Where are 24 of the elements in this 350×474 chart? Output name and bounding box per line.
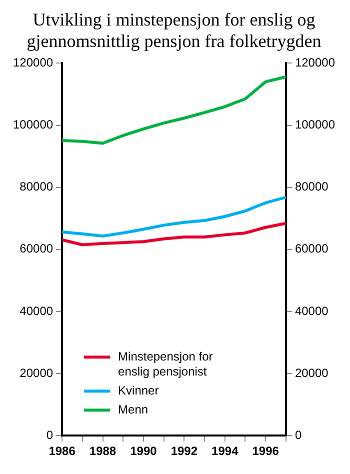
legend-label: Kvinner [118,383,159,398]
y2-tick-label: 100000 [294,118,336,132]
y2-tick-label: 80000 [294,180,329,194]
x-tick-label: 1986 [48,444,76,458]
y-tick-label: 60000 [20,242,54,256]
y2-tick-label: 40000 [294,304,329,318]
chart-title: Utvikling i minstepensjon for enslig og gjennomsnittlig pensjon fra folketrygden [26,10,322,52]
y-tick-label: 0 [46,428,54,442]
legend-label: Menn [118,402,148,416]
y-tick-label: 20000 [20,366,54,380]
y2-tick-label: 0 [294,428,302,442]
x-tick-label: 1990 [130,444,158,458]
y-tick-label: 80000 [20,180,54,194]
y-tick-label: 120000 [12,56,54,70]
x-tick-label: 1994 [212,444,239,458]
x-tick-label: 1988 [89,444,116,458]
x-tick-label: 1996 [252,444,280,458]
x-tick-label: 1992 [170,444,198,458]
legend-label: Minstepensjon for enslig pensjonist [118,349,213,378]
y2-tick-label: 120000 [294,56,336,70]
y2-tick-label: 20000 [294,366,329,380]
y2-tick-label: 60000 [294,242,329,256]
y-tick-label: 40000 [20,304,54,318]
y-tick-label: 100000 [12,118,54,132]
